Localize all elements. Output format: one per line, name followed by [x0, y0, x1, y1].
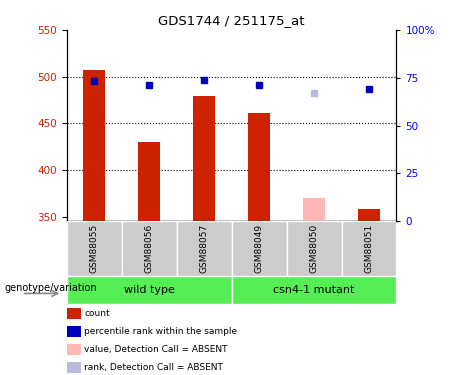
Bar — [342, 221, 396, 276]
Text: csn4-1 mutant: csn4-1 mutant — [273, 285, 355, 295]
Bar — [193, 96, 215, 221]
Bar — [177, 221, 231, 276]
Bar — [358, 209, 380, 221]
Bar — [287, 221, 342, 276]
Bar — [231, 276, 396, 304]
Bar — [138, 142, 160, 221]
Text: GSM88055: GSM88055 — [90, 224, 99, 273]
Bar — [67, 221, 122, 276]
Bar — [83, 70, 105, 221]
Bar — [248, 113, 270, 221]
Text: value, Detection Call = ABSENT: value, Detection Call = ABSENT — [84, 345, 228, 354]
Text: rank, Detection Call = ABSENT: rank, Detection Call = ABSENT — [84, 363, 223, 372]
Bar — [67, 276, 231, 304]
Text: GSM88051: GSM88051 — [365, 224, 373, 273]
Text: genotype/variation: genotype/variation — [5, 283, 97, 293]
Text: GSM88050: GSM88050 — [309, 224, 319, 273]
Bar — [231, 221, 287, 276]
Text: GSM88056: GSM88056 — [145, 224, 154, 273]
Text: percentile rank within the sample: percentile rank within the sample — [84, 327, 237, 336]
Text: count: count — [84, 309, 110, 318]
Title: GDS1744 / 251175_at: GDS1744 / 251175_at — [159, 15, 305, 27]
Text: wild type: wild type — [124, 285, 175, 295]
Bar — [303, 198, 325, 221]
Bar — [122, 221, 177, 276]
Text: GSM88049: GSM88049 — [254, 224, 264, 273]
Text: GSM88057: GSM88057 — [200, 224, 209, 273]
